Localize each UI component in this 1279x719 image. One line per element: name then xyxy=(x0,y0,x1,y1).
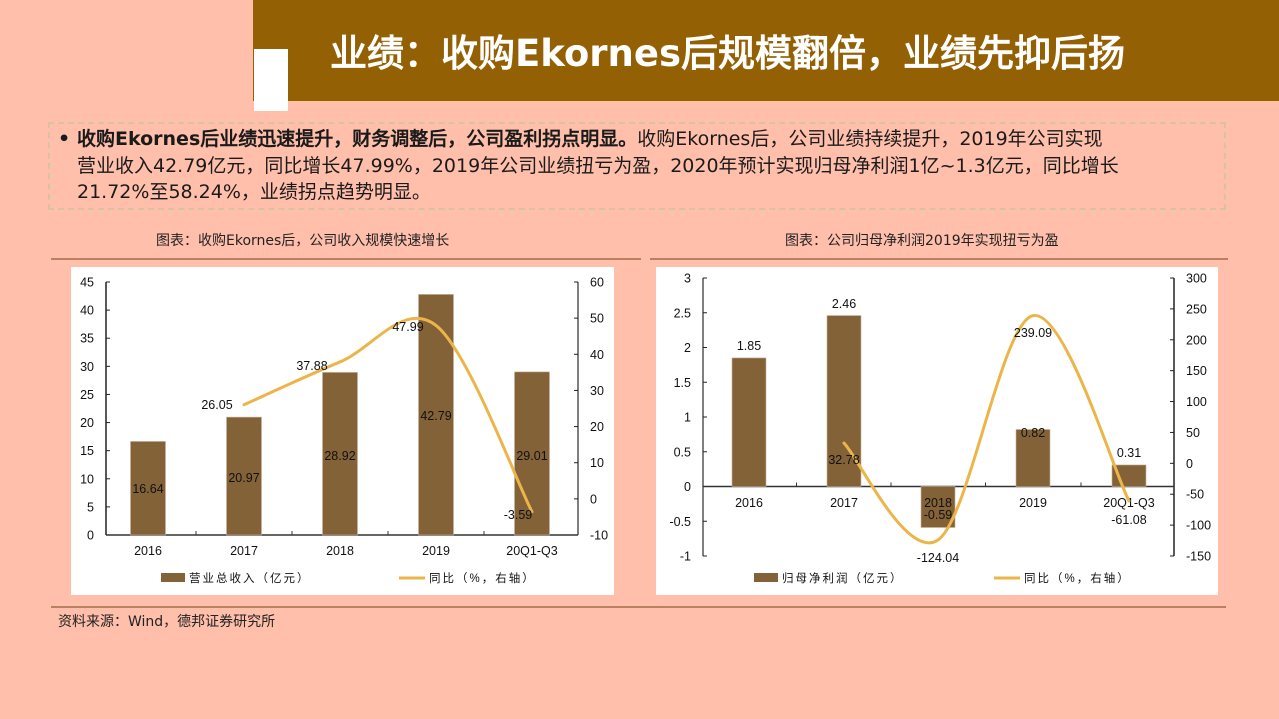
svg-text:40: 40 xyxy=(590,348,604,362)
svg-text:2017: 2017 xyxy=(230,544,258,558)
svg-text:30: 30 xyxy=(80,360,94,374)
right-chart-svg: -1 -0.5 0 0.5 1 1.5 2 2.5 3 -150 -100 -50 0 50 100 150 2… xyxy=(669,272,1211,586)
svg-text:10: 10 xyxy=(590,456,604,470)
bar-2016 xyxy=(731,357,767,487)
svg-text:16.64: 16.64 xyxy=(132,482,163,496)
svg-text:1.5: 1.5 xyxy=(674,376,691,390)
bullet-icon: • xyxy=(58,128,71,150)
svg-text:1.85: 1.85 xyxy=(737,339,761,353)
right-chart: -1 -0.5 0 0.5 1 1.5 2 2.5 3 -150 -100 -50 0 50 100 150 2… xyxy=(656,267,1218,595)
svg-text:47.99: 47.99 xyxy=(392,320,423,334)
summary-line1: 收购Ekornes后，公司业绩持续提升，2019年公司实现 xyxy=(637,128,1103,150)
svg-text:-0.5: -0.5 xyxy=(669,515,691,529)
title-bar xyxy=(253,0,1279,101)
svg-text:-0.59: -0.59 xyxy=(924,508,953,522)
svg-text:同比（%，右轴）: 同比（%，右轴） xyxy=(429,571,536,585)
svg-text:32.78: 32.78 xyxy=(828,453,859,467)
svg-text:2017: 2017 xyxy=(830,496,858,510)
svg-text:40: 40 xyxy=(80,304,94,318)
svg-text:50: 50 xyxy=(590,312,604,326)
footer-rule xyxy=(51,606,1226,608)
left-caption-rule xyxy=(51,258,641,260)
svg-text:30: 30 xyxy=(590,384,604,398)
svg-text:20.97: 20.97 xyxy=(228,471,259,485)
svg-text:5: 5 xyxy=(87,500,94,514)
svg-text:0.5: 0.5 xyxy=(674,445,691,459)
svg-text:2.46: 2.46 xyxy=(832,297,856,311)
svg-text:归母净利润（亿元）: 归母净利润（亿元） xyxy=(782,571,904,585)
svg-text:-10: -10 xyxy=(590,529,608,543)
left-chart-svg: 0 5 10 15 20 25 30 35 40 45 -10 0 10 20 30 40 50 60 2016 20… xyxy=(80,276,608,586)
svg-text:100: 100 xyxy=(1186,395,1207,409)
svg-text:-3.59: -3.59 xyxy=(504,508,533,522)
source-note: 资料来源：Wind，德邦证券研究所 xyxy=(58,614,276,630)
svg-text:150: 150 xyxy=(1186,364,1207,378)
svg-text:-124.04: -124.04 xyxy=(917,551,959,565)
svg-text:2016: 2016 xyxy=(134,544,162,558)
svg-text:0: 0 xyxy=(684,480,691,494)
svg-text:20: 20 xyxy=(80,416,94,430)
bar-2019 xyxy=(1015,429,1051,487)
title-accent-block xyxy=(254,49,288,111)
svg-text:0: 0 xyxy=(590,492,597,506)
svg-text:20Q1-Q3: 20Q1-Q3 xyxy=(506,544,557,558)
svg-text:26.05: 26.05 xyxy=(201,398,232,412)
svg-text:3: 3 xyxy=(684,272,691,286)
svg-text:60: 60 xyxy=(590,276,604,290)
svg-text:0.82: 0.82 xyxy=(1021,426,1045,440)
svg-text:10: 10 xyxy=(80,472,94,486)
page-title: 业绩：收购Ekornes后规模翻倍，业绩先抑后扬 xyxy=(330,32,1126,75)
svg-text:35: 35 xyxy=(80,332,94,346)
svg-text:250: 250 xyxy=(1186,302,1207,316)
svg-text:25: 25 xyxy=(80,388,94,402)
svg-text:0: 0 xyxy=(1186,457,1193,471)
svg-text:2019: 2019 xyxy=(1019,496,1047,510)
right-chart-caption: 图表：公司归母净利润2019年实现扭亏为盈 xyxy=(785,233,1059,249)
svg-text:45: 45 xyxy=(80,276,94,290)
svg-text:营业总收入（亿元）: 营业总收入（亿元） xyxy=(189,571,311,585)
bar-2019 xyxy=(418,294,454,536)
svg-text:-100: -100 xyxy=(1186,519,1211,533)
svg-text:-61.08: -61.08 xyxy=(1111,513,1146,527)
svg-text:2018: 2018 xyxy=(924,496,952,510)
svg-text:28.92: 28.92 xyxy=(324,449,355,463)
bar-2016 xyxy=(130,441,166,536)
bar-20Q1-Q3 xyxy=(514,371,550,536)
svg-text:2019: 2019 xyxy=(422,544,450,558)
svg-text:29.01: 29.01 xyxy=(516,449,547,463)
svg-text:239.09: 239.09 xyxy=(1014,326,1052,340)
svg-text:2.5: 2.5 xyxy=(674,306,691,320)
svg-text:0: 0 xyxy=(87,529,94,543)
svg-text:50: 50 xyxy=(1186,426,1200,440)
svg-text:同比（%，右轴）: 同比（%，右轴） xyxy=(1024,571,1131,585)
svg-text:20Q1-Q3: 20Q1-Q3 xyxy=(1103,496,1154,510)
left-chart: 0 5 10 15 20 25 30 35 40 45 -10 0 10 20 30 40 50 60 2016 20… xyxy=(71,267,614,595)
svg-text:0.31: 0.31 xyxy=(1117,446,1141,460)
svg-text:-1: -1 xyxy=(680,550,691,564)
svg-text:2: 2 xyxy=(684,341,691,355)
svg-text:-150: -150 xyxy=(1186,550,1211,564)
summary-lead: 收购Ekornes后业绩迅速提升，财务调整后，公司盈利拐点明显。 xyxy=(77,128,638,150)
bar-2018 xyxy=(322,372,358,536)
svg-text:2018: 2018 xyxy=(326,544,354,558)
bar-2018 xyxy=(920,486,956,528)
svg-text:37.88: 37.88 xyxy=(296,359,327,373)
bar-2017 xyxy=(226,416,262,536)
svg-text:1: 1 xyxy=(684,411,691,425)
left-chart-caption: 图表：收购Ekornes后，公司收入规模快速增长 xyxy=(156,233,450,249)
svg-text:42.79: 42.79 xyxy=(420,409,451,423)
summary-line3: 21.72%至58.24%，业绩拐点趋势明显。 xyxy=(77,181,431,203)
svg-text:200: 200 xyxy=(1186,333,1207,347)
summary-box xyxy=(48,122,1226,210)
svg-text:2016: 2016 xyxy=(735,496,763,510)
svg-text:-50: -50 xyxy=(1186,488,1204,502)
svg-text:15: 15 xyxy=(80,444,94,458)
svg-text:20: 20 xyxy=(590,420,604,434)
right-caption-rule xyxy=(650,258,1228,260)
summary-text: • 收购Ekornes后业绩迅速提升，财务调整后，公司盈利拐点明显。收购Ekorn… xyxy=(58,126,1223,206)
summary-line2: 营业收入42.79亿元，同比增长47.99%，2019年公司业绩扭亏为盈，202… xyxy=(77,154,1119,177)
svg-text:300: 300 xyxy=(1186,272,1207,286)
